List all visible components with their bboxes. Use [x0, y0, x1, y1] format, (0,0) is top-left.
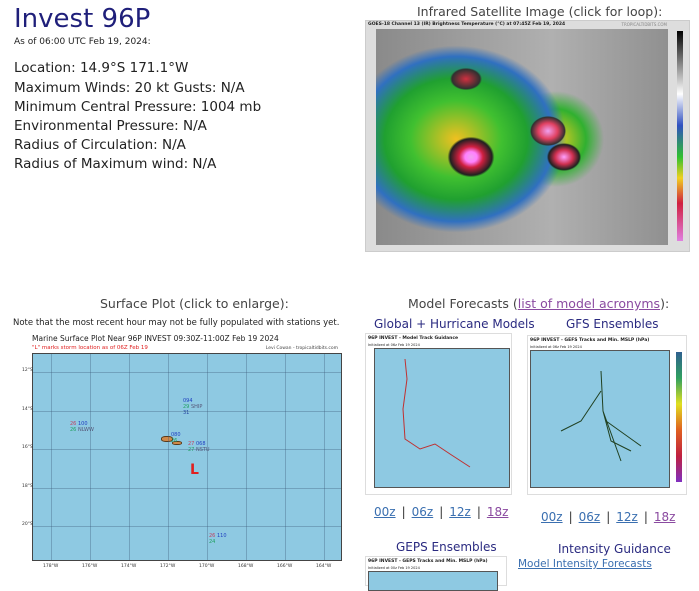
satellite-credit: TROPICALTIDBITS.COM — [621, 22, 667, 27]
gefs-run-00z[interactable]: 00z — [541, 510, 563, 524]
env-pressure: Environmental Pressure: N/A — [14, 118, 207, 134]
station-apia: 080 26 — [171, 432, 181, 444]
surface-heading: Surface Plot (click to enlarge): — [100, 296, 289, 311]
grid-line-lat — [33, 372, 341, 373]
grid-line-lon — [207, 354, 208, 560]
surface-plot-subtitle: "L" marks storm location as of 06Z Feb 1… — [32, 345, 148, 351]
storm-location-marker: L — [190, 462, 199, 478]
station-nstu: 27 068 27 NSTU — [188, 441, 210, 453]
lon-tick-label: 168°W — [238, 564, 254, 569]
global-runs: 00z | 06z | 12z | 18z — [374, 505, 509, 519]
grid-line-lat — [33, 526, 341, 527]
grid-line-lon — [168, 354, 169, 560]
global-models-label: Global + Hurricane Models — [374, 317, 535, 331]
lat-tick-label: 18°S — [22, 483, 33, 489]
station-niue: 26 110 24 — [209, 533, 227, 545]
lon-tick-label: 164°W — [316, 564, 332, 569]
grid-line-lon — [129, 354, 130, 560]
island-savaii — [161, 436, 173, 442]
models-heading: Model Forecasts (list of model acronyms)… — [408, 296, 670, 311]
global-models-image[interactable]: 96P INVEST - Model Track Guidance Initia… — [365, 333, 512, 495]
max-winds: Maximum Winds: 20 kt Gusts: N/A — [14, 80, 245, 96]
page-title: Invest 96P — [14, 4, 151, 34]
lat-tick-label: 12°S — [22, 368, 33, 373]
geps-map — [368, 571, 498, 591]
surface-plot-credit: Levi Cowan - tropicaltidbits.com — [265, 346, 338, 351]
intensity-label: Intensity Guidance — [558, 542, 671, 556]
lon-tick-label: 170°W — [199, 564, 215, 569]
global-run-18z[interactable]: 18z — [486, 505, 509, 519]
as-of-timestamp: As of 06:00 UTC Feb 19, 2024: — [14, 37, 151, 47]
model-intensity-link[interactable]: Model Intensity Forecasts — [518, 558, 652, 570]
gefs-map — [530, 350, 670, 488]
surface-plot-link[interactable]: Marine Surface Plot Near 96P INVEST 09:3… — [22, 333, 344, 575]
track-map — [374, 348, 510, 488]
satellite-caption: GOES-18 Channel 13 (IR) Brightness Tempe… — [368, 22, 566, 27]
station-ship: 094 29 SHIP 31 — [183, 398, 203, 416]
global-run-06z[interactable]: 06z — [411, 505, 434, 519]
radius-max-wind: Radius of Maximum wind: N/A — [14, 156, 217, 172]
grid-line-lat — [33, 487, 341, 489]
gefs-run-18z[interactable]: 18z — [653, 510, 676, 524]
model-acronyms-link[interactable]: list of model acronyms — [517, 296, 661, 311]
geps-label: GEPS Ensembles — [396, 540, 497, 554]
lat-tick-label: 16°S — [22, 445, 33, 450]
lon-tick-label: 166°W — [277, 564, 293, 569]
gefs-run-12z[interactable]: 12z — [616, 510, 638, 524]
island-upolu — [172, 441, 182, 445]
grid-line-lon — [51, 354, 52, 560]
satellite-image-link[interactable]: GOES-18 Channel 13 (IR) Brightness Tempe… — [365, 20, 690, 252]
surface-map: 26 100 26 NLWW 094 29 SHIP 31 080 26 27 068 2… — [32, 353, 342, 561]
radius-circulation: Radius of Circulation: N/A — [14, 137, 186, 153]
surface-plot-title: Marine Surface Plot Near 96P INVEST 09:3… — [32, 334, 279, 343]
gefs-image[interactable]: 96P INVEST - GEFS Tracks and Min. MSLP (… — [527, 335, 687, 495]
surface-note: Note that the most recent hour may not b… — [13, 318, 340, 328]
lon-tick-label: 176°W — [82, 564, 98, 569]
location: Location: 14.9°S 171.1°W — [14, 60, 189, 76]
lat-tick-label: 14°S — [22, 406, 33, 412]
station-nlww: 26 100 26 NLWW — [70, 421, 94, 433]
model-tracks — [402, 358, 471, 468]
grid-line-lat — [33, 410, 341, 412]
gefs-run-06z[interactable]: 06z — [578, 510, 601, 524]
lon-tick-label: 172°W — [160, 564, 176, 569]
pressure-colorbar — [676, 352, 682, 482]
global-run-12z[interactable]: 12z — [449, 505, 471, 519]
lon-tick-label: 178°W — [43, 564, 59, 569]
grid-line-lat — [33, 449, 341, 450]
gefs-runs: 00z | 06z | 12z | 18z — [541, 510, 676, 524]
colorbar — [677, 31, 683, 241]
grid-line-lon — [324, 354, 325, 560]
grid-line-lon — [246, 354, 247, 560]
grid-line-lon — [90, 354, 91, 560]
gefs-tracks — [560, 370, 642, 462]
lat-tick-label: 20°S — [22, 522, 33, 527]
geps-image[interactable]: 96P INVEST - GEPS Tracks and Min. MSLP (… — [365, 556, 507, 591]
min-pressure: Minimum Central Pressure: 1004 mb — [14, 99, 262, 115]
lon-tick-label: 174°W — [121, 564, 137, 569]
gefs-label: GFS Ensembles — [566, 317, 659, 331]
satellite-heading: Infrared Satellite Image (click for loop… — [417, 4, 663, 19]
grid-line-lon — [285, 354, 286, 560]
satellite-image — [376, 29, 668, 245]
global-run-00z[interactable]: 00z — [374, 505, 396, 519]
